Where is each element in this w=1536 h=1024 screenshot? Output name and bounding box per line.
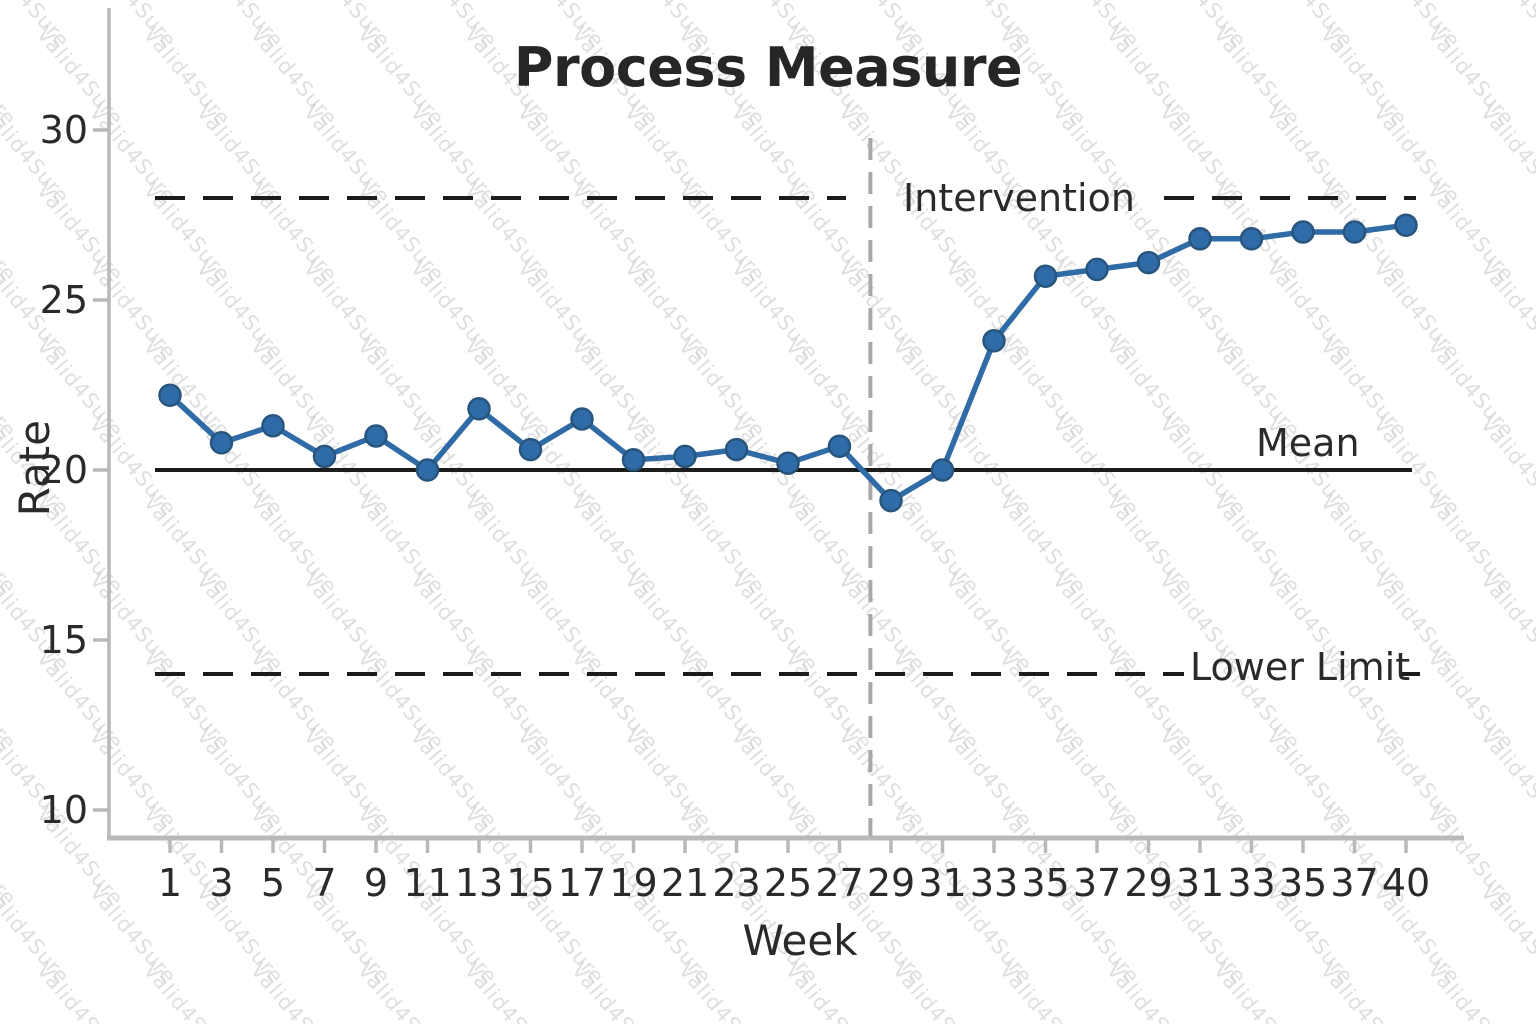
data-point <box>209 431 234 455</box>
data-point <box>1342 220 1367 244</box>
x-tick-label: 11 <box>403 861 451 905</box>
y-axis-title: Rate <box>10 420 59 517</box>
x-tick-label: 13 <box>455 861 503 905</box>
data-point <box>261 414 285 438</box>
data-point <box>1033 264 1058 288</box>
data-point <box>158 383 182 407</box>
lower-limit-annotation: Lower Limit <box>1190 645 1411 689</box>
data-point <box>415 458 440 482</box>
data-point <box>1085 257 1109 282</box>
data-point <box>1188 227 1212 251</box>
data-point <box>724 437 749 462</box>
y-tick-label: 10 <box>40 788 88 832</box>
data-point <box>982 329 1006 353</box>
data-point <box>827 434 852 458</box>
x-tick-label: 33 <box>1227 861 1275 905</box>
mean-annotation: Mean <box>1256 421 1360 465</box>
data-point <box>467 397 491 421</box>
y-tick-label: 20 <box>40 448 88 492</box>
data-point <box>364 424 388 448</box>
data-point <box>879 488 903 513</box>
x-tick-label: 37 <box>1073 861 1121 905</box>
x-tick-label: 15 <box>506 861 554 905</box>
x-tick-label: 27 <box>815 861 863 905</box>
data-point <box>621 448 646 472</box>
x-tick-label: 31 <box>918 861 966 905</box>
intervention-annotation: Intervention <box>903 176 1135 220</box>
x-axis-title: Week <box>742 916 858 965</box>
x-tick-label: 29 <box>867 861 915 905</box>
y-tick-label: 25 <box>40 278 88 322</box>
chart-title: Process Measure <box>513 36 1023 99</box>
data-point <box>776 451 800 475</box>
x-tick-label: 40 <box>1382 861 1430 905</box>
x-tick-label: 35 <box>1021 861 1069 905</box>
data-point <box>570 407 594 431</box>
data-point <box>930 458 955 482</box>
data-point <box>1239 227 1264 251</box>
data-point <box>312 444 337 469</box>
x-tick-label: 17 <box>558 861 606 905</box>
x-tick-label: 35 <box>1279 861 1327 905</box>
x-tick-label: 5 <box>261 861 285 905</box>
x-tick-label: 25 <box>764 861 812 905</box>
x-tick-label: 31 <box>1176 861 1224 905</box>
x-tick-label: 7 <box>312 861 336 905</box>
y-tick-label: 15 <box>40 618 88 662</box>
x-tick-label: 1 <box>158 861 182 905</box>
x-tick-label: 21 <box>661 861 709 905</box>
data-point <box>1136 250 1161 275</box>
x-tick-label: 23 <box>712 861 760 905</box>
x-tick-label: 33 <box>970 861 1018 905</box>
data-point <box>1394 213 1418 237</box>
x-tick-label: 9 <box>364 861 388 905</box>
data-point <box>1291 220 1315 244</box>
x-tick-label: 29 <box>1124 861 1172 905</box>
data-point <box>673 444 697 469</box>
y-tick-label: 30 <box>40 108 88 152</box>
x-tick-label: 3 <box>209 861 233 905</box>
x-tick-label: 37 <box>1330 861 1378 905</box>
data-point <box>518 437 543 462</box>
x-tick-label: 19 <box>609 861 657 905</box>
